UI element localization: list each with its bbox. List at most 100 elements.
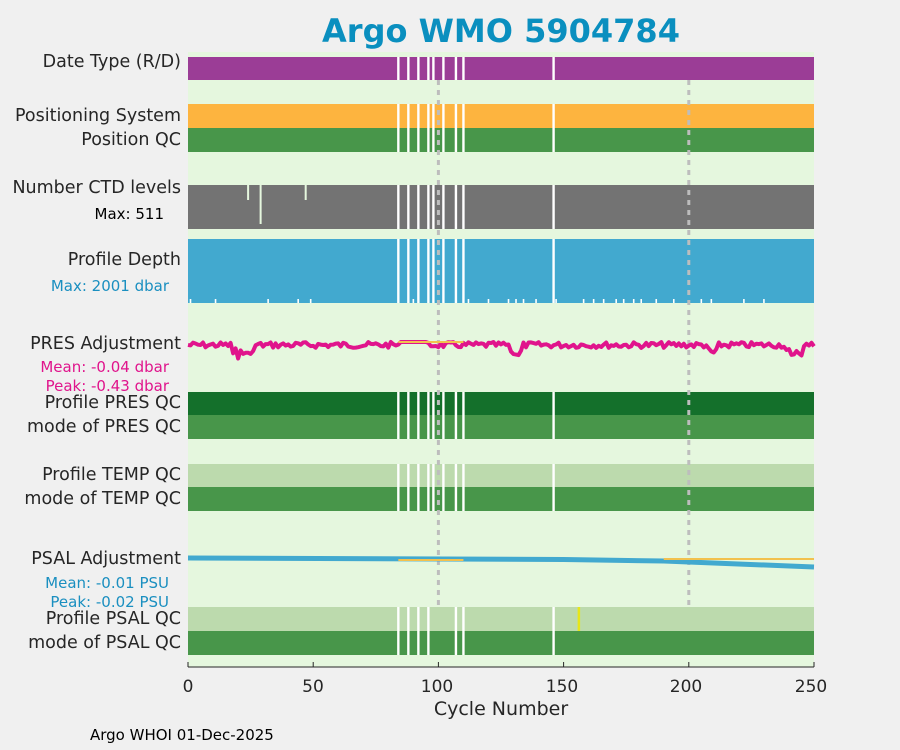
- depth-notch: [592, 299, 595, 303]
- missing-cycle-gap: [427, 415, 430, 439]
- label-position-qc: Position QC: [81, 130, 181, 150]
- missing-cycle-gap: [462, 607, 465, 631]
- missing-cycle-gap: [427, 487, 430, 511]
- label-date-type: Date Type (R/D): [42, 52, 181, 72]
- x-axis-label: Cycle Number: [433, 698, 569, 720]
- missing-cycle-gap: [462, 239, 465, 303]
- missing-cycle-gap: [462, 392, 465, 415]
- x-tick-label: 0: [182, 677, 194, 697]
- missing-cycle-gap: [397, 607, 400, 631]
- depth-notch: [507, 299, 510, 303]
- psal-qc-flag: [577, 607, 581, 631]
- missing-cycle-gap: [407, 631, 410, 655]
- missing-cycle-gap: [442, 239, 445, 303]
- psal-adjustment-mean: Mean: -0.01 PSU: [45, 574, 169, 592]
- depth-notch: [189, 299, 192, 303]
- missing-cycle-gap: [552, 631, 555, 655]
- label-profile-psal-qc: Profile PSAL QC: [45, 609, 181, 629]
- missing-cycle-gap: [442, 487, 445, 511]
- missing-cycle-gap: [454, 487, 458, 511]
- missing-cycle-gap: [397, 631, 400, 655]
- missing-cycle-gap: [407, 392, 410, 415]
- missing-cycle-gap: [407, 104, 410, 128]
- missing-cycle-gap: [442, 392, 445, 415]
- depth-notch: [267, 299, 269, 303]
- missing-cycle-gap: [417, 239, 420, 303]
- missing-cycle-gap: [407, 239, 410, 303]
- missing-cycle-gap: [432, 487, 435, 511]
- missing-cycle-gap: [552, 464, 555, 487]
- missing-cycle-gap: [397, 104, 400, 128]
- missing-cycle-gap: [432, 57, 435, 80]
- row-band: [188, 239, 814, 303]
- missing-cycle-gap: [442, 415, 445, 439]
- label-psal-adjustment: PSAL Adjustment: [31, 549, 181, 569]
- depth-notch: [700, 299, 703, 303]
- depth-notch: [602, 299, 605, 303]
- missing-cycle-gap: [417, 392, 420, 415]
- missing-cycle-gap: [552, 239, 555, 303]
- missing-cycle-gap: [454, 239, 458, 303]
- missing-cycle-gap: [427, 57, 430, 80]
- missing-cycle-gap: [454, 185, 458, 229]
- label-positioning-system: Positioning System: [14, 106, 181, 126]
- row-band: [188, 415, 814, 439]
- missing-cycle-gap: [462, 415, 465, 439]
- row-band: [188, 392, 814, 415]
- row-band: [188, 487, 814, 511]
- missing-cycle-gap: [397, 185, 400, 229]
- missing-cycle-gap: [454, 392, 458, 415]
- missing-cycle-gap: [417, 185, 420, 229]
- missing-cycle-gap: [407, 607, 410, 631]
- footer-credit: Argo WHOI 01-Dec-2025: [90, 726, 274, 744]
- depth-notch: [214, 299, 217, 303]
- psal-adjustment-line: [187, 555, 815, 570]
- depth-notch: [522, 299, 525, 303]
- missing-cycle-gap: [552, 607, 555, 631]
- psal-adjustment-peak: Peak: -0.02 PSU: [50, 593, 169, 611]
- depth-notch: [640, 299, 643, 303]
- missing-cycle-gap: [407, 464, 410, 487]
- pres-adjustment-peak: Peak: -0.43 dbar: [45, 377, 169, 395]
- x-tick-label: 250: [794, 677, 828, 697]
- missing-cycle-gap: [417, 631, 420, 655]
- depth-notch: [615, 299, 617, 303]
- pres-adjustment-line: [187, 340, 816, 361]
- depth-notch: [763, 299, 765, 303]
- ctd-level-dip: [247, 185, 250, 200]
- missing-cycle-gap: [454, 57, 458, 80]
- missing-cycle-gap: [454, 415, 458, 439]
- x-tick-label: 100: [420, 677, 454, 697]
- missing-cycle-gap: [432, 104, 435, 128]
- missing-cycle-gap: [427, 631, 430, 655]
- depth-notch: [655, 299, 658, 303]
- row-band: [188, 185, 814, 229]
- missing-cycle-gap: [462, 57, 465, 80]
- label-pres-adjustment: PRES Adjustment: [30, 334, 181, 354]
- depth-notch: [672, 299, 675, 303]
- missing-cycle-gap: [397, 487, 400, 511]
- missing-cycle-gap: [427, 607, 430, 631]
- missing-cycle-gap: [454, 607, 458, 631]
- depth-notch: [297, 299, 299, 303]
- x-tick-label: 50: [302, 677, 324, 697]
- depth-notch: [710, 299, 713, 303]
- depth-notch: [555, 299, 557, 303]
- label-mode-pres-qc: mode of PRES QC: [26, 417, 181, 437]
- x-tick-label: 200: [669, 677, 703, 697]
- missing-cycle-gap: [552, 104, 555, 128]
- missing-cycle-gap: [552, 57, 555, 80]
- row-band: [188, 57, 814, 80]
- x-tick-label: 150: [545, 677, 579, 697]
- missing-cycle-gap: [454, 464, 458, 487]
- depth-notch: [487, 299, 490, 303]
- missing-cycle-gap: [427, 128, 430, 152]
- missing-cycle-gap: [407, 487, 410, 511]
- missing-cycle-gap: [427, 239, 430, 303]
- depth-notch: [582, 299, 585, 303]
- missing-cycle-gap: [397, 239, 400, 303]
- missing-cycle-gap: [442, 57, 445, 80]
- depth-notch: [743, 299, 745, 303]
- missing-cycle-gap: [432, 239, 435, 303]
